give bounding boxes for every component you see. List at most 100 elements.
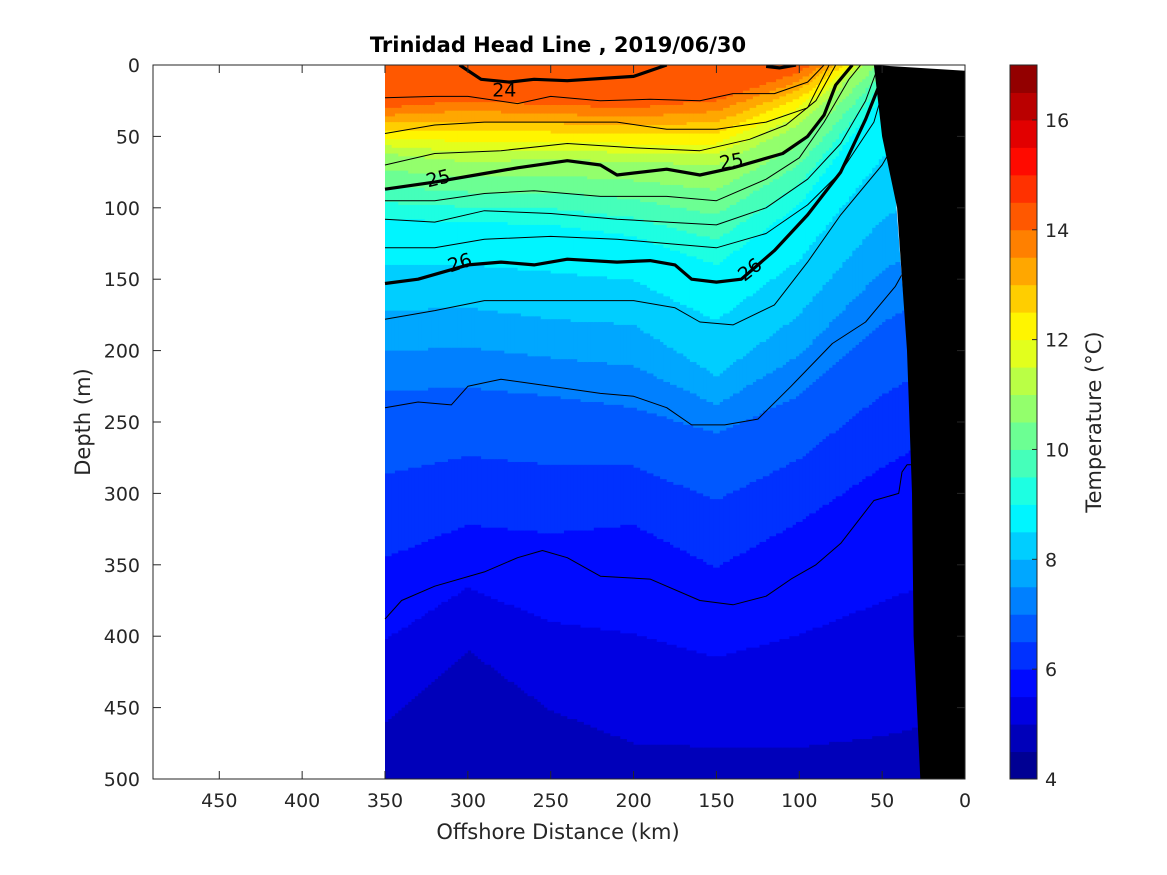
temperature-cell: [733, 307, 737, 363]
temperature-cell: [898, 262, 903, 315]
temperature-cell: [464, 150, 469, 163]
temperature-cell: [689, 393, 694, 426]
temperature-cell: [501, 350, 505, 392]
temperature-cell: [408, 156, 413, 175]
temperature-cell: [739, 176, 744, 200]
temperature-cell: [733, 424, 737, 492]
temperature-cell: [428, 204, 432, 223]
temperature-cell: [600, 464, 605, 529]
temperature-cell: [776, 199, 780, 220]
temperature-cell: [431, 464, 436, 540]
temperature-cell: [613, 404, 618, 466]
temperature-cell: [547, 130, 552, 143]
temperature-cell: [590, 162, 595, 180]
temperature-cell: [696, 427, 701, 494]
temperature-cell: [759, 541, 764, 646]
temperature-cell: [474, 162, 479, 177]
temperature-cell: [520, 393, 525, 463]
temperature-cell: [557, 224, 562, 275]
temperature-cell: [636, 182, 641, 200]
temperature-cell: [494, 222, 499, 269]
temperature-cell: [617, 153, 621, 163]
temperature-cell: [544, 533, 548, 620]
temperature-cell: [603, 213, 608, 235]
density-contour-major: [765, 65, 797, 70]
temperature-cell: [451, 130, 456, 143]
temperature-cell: [444, 190, 449, 206]
temperature-cell: [414, 219, 419, 266]
temperature-cell: [454, 530, 459, 597]
temperature-cell: [467, 176, 472, 195]
temperature-cell: [567, 104, 572, 115]
temperature-cell: [404, 627, 409, 706]
temperature-cell: [401, 707, 406, 779]
temperature-cell: [540, 464, 545, 534]
temperature-cell: [882, 601, 887, 737]
temperature-cell: [792, 147, 797, 169]
temperature-cell: [620, 233, 625, 280]
temperature-cell: [388, 144, 393, 155]
temperature-cell: [892, 264, 896, 317]
temperature-cell: [696, 396, 701, 429]
temperature-cell: [792, 73, 797, 83]
temperature-cell: [812, 130, 817, 149]
temperature-cell: [607, 124, 611, 135]
temperature-cell: [587, 276, 592, 323]
temperature-cell: [421, 541, 426, 617]
temperature-cell: [782, 402, 787, 469]
temperature-cell: [862, 65, 867, 80]
temperature-cell: [693, 427, 698, 492]
temperature-cell: [438, 190, 442, 206]
temperature-cell: [795, 521, 800, 637]
temperature-cell: [560, 464, 565, 534]
temperature-cell: [590, 142, 595, 152]
temperature-cell: [408, 113, 413, 123]
temperature-cell: [845, 259, 850, 306]
temperature-cell: [650, 182, 655, 203]
temperature-cell: [835, 741, 840, 779]
temperature-cell: [534, 207, 539, 226]
temperature-cell: [729, 116, 734, 129]
temperature-cell: [766, 184, 771, 206]
temperature-cell: [723, 130, 727, 140]
temperature-cell: [570, 124, 575, 135]
temperature-cell: [537, 176, 542, 195]
temperature-cell: [593, 196, 598, 215]
temperature-cell: [713, 213, 718, 240]
temperature-cell: [414, 139, 419, 149]
temperature-cell: [626, 741, 631, 779]
temperature-cell: [491, 130, 495, 143]
temperature-cell: [716, 110, 721, 123]
temperature-cell: [626, 107, 631, 118]
temperature-cell: [438, 461, 442, 537]
temperature-cell: [633, 107, 638, 118]
temperature-cell: [424, 350, 429, 392]
x-tick-label: 350: [367, 790, 403, 812]
temperature-cell: [626, 364, 631, 409]
temperature-cell: [444, 387, 449, 463]
temperature-cell: [835, 156, 840, 215]
temperature-cell: [689, 362, 694, 395]
temperature-cell: [570, 399, 575, 466]
temperature-cell: [650, 222, 655, 243]
temperature-cell: [845, 202, 850, 260]
temperature-cell: [501, 176, 505, 195]
temperature-cell: [666, 644, 671, 746]
temperature-field: [385, 65, 933, 779]
temperature-cell: [404, 139, 409, 149]
temperature-cell: [444, 102, 449, 112]
temperature-cell: [484, 222, 489, 269]
temperature-cell: [527, 122, 532, 132]
temperature-cell: [617, 630, 621, 737]
seafloor-fill: [873, 65, 965, 779]
temperature-cell: [709, 564, 714, 657]
temperature-cell: [786, 93, 790, 103]
temperature-cell: [636, 153, 641, 163]
temperature-cell: [424, 464, 429, 543]
x-tick-label: 0: [959, 790, 971, 812]
temperature-cell: [703, 187, 708, 215]
temperature-cell: [742, 356, 747, 389]
temperature-cell: [812, 147, 817, 169]
temperature-cell: [620, 179, 625, 200]
temperature-cell: [504, 604, 509, 680]
